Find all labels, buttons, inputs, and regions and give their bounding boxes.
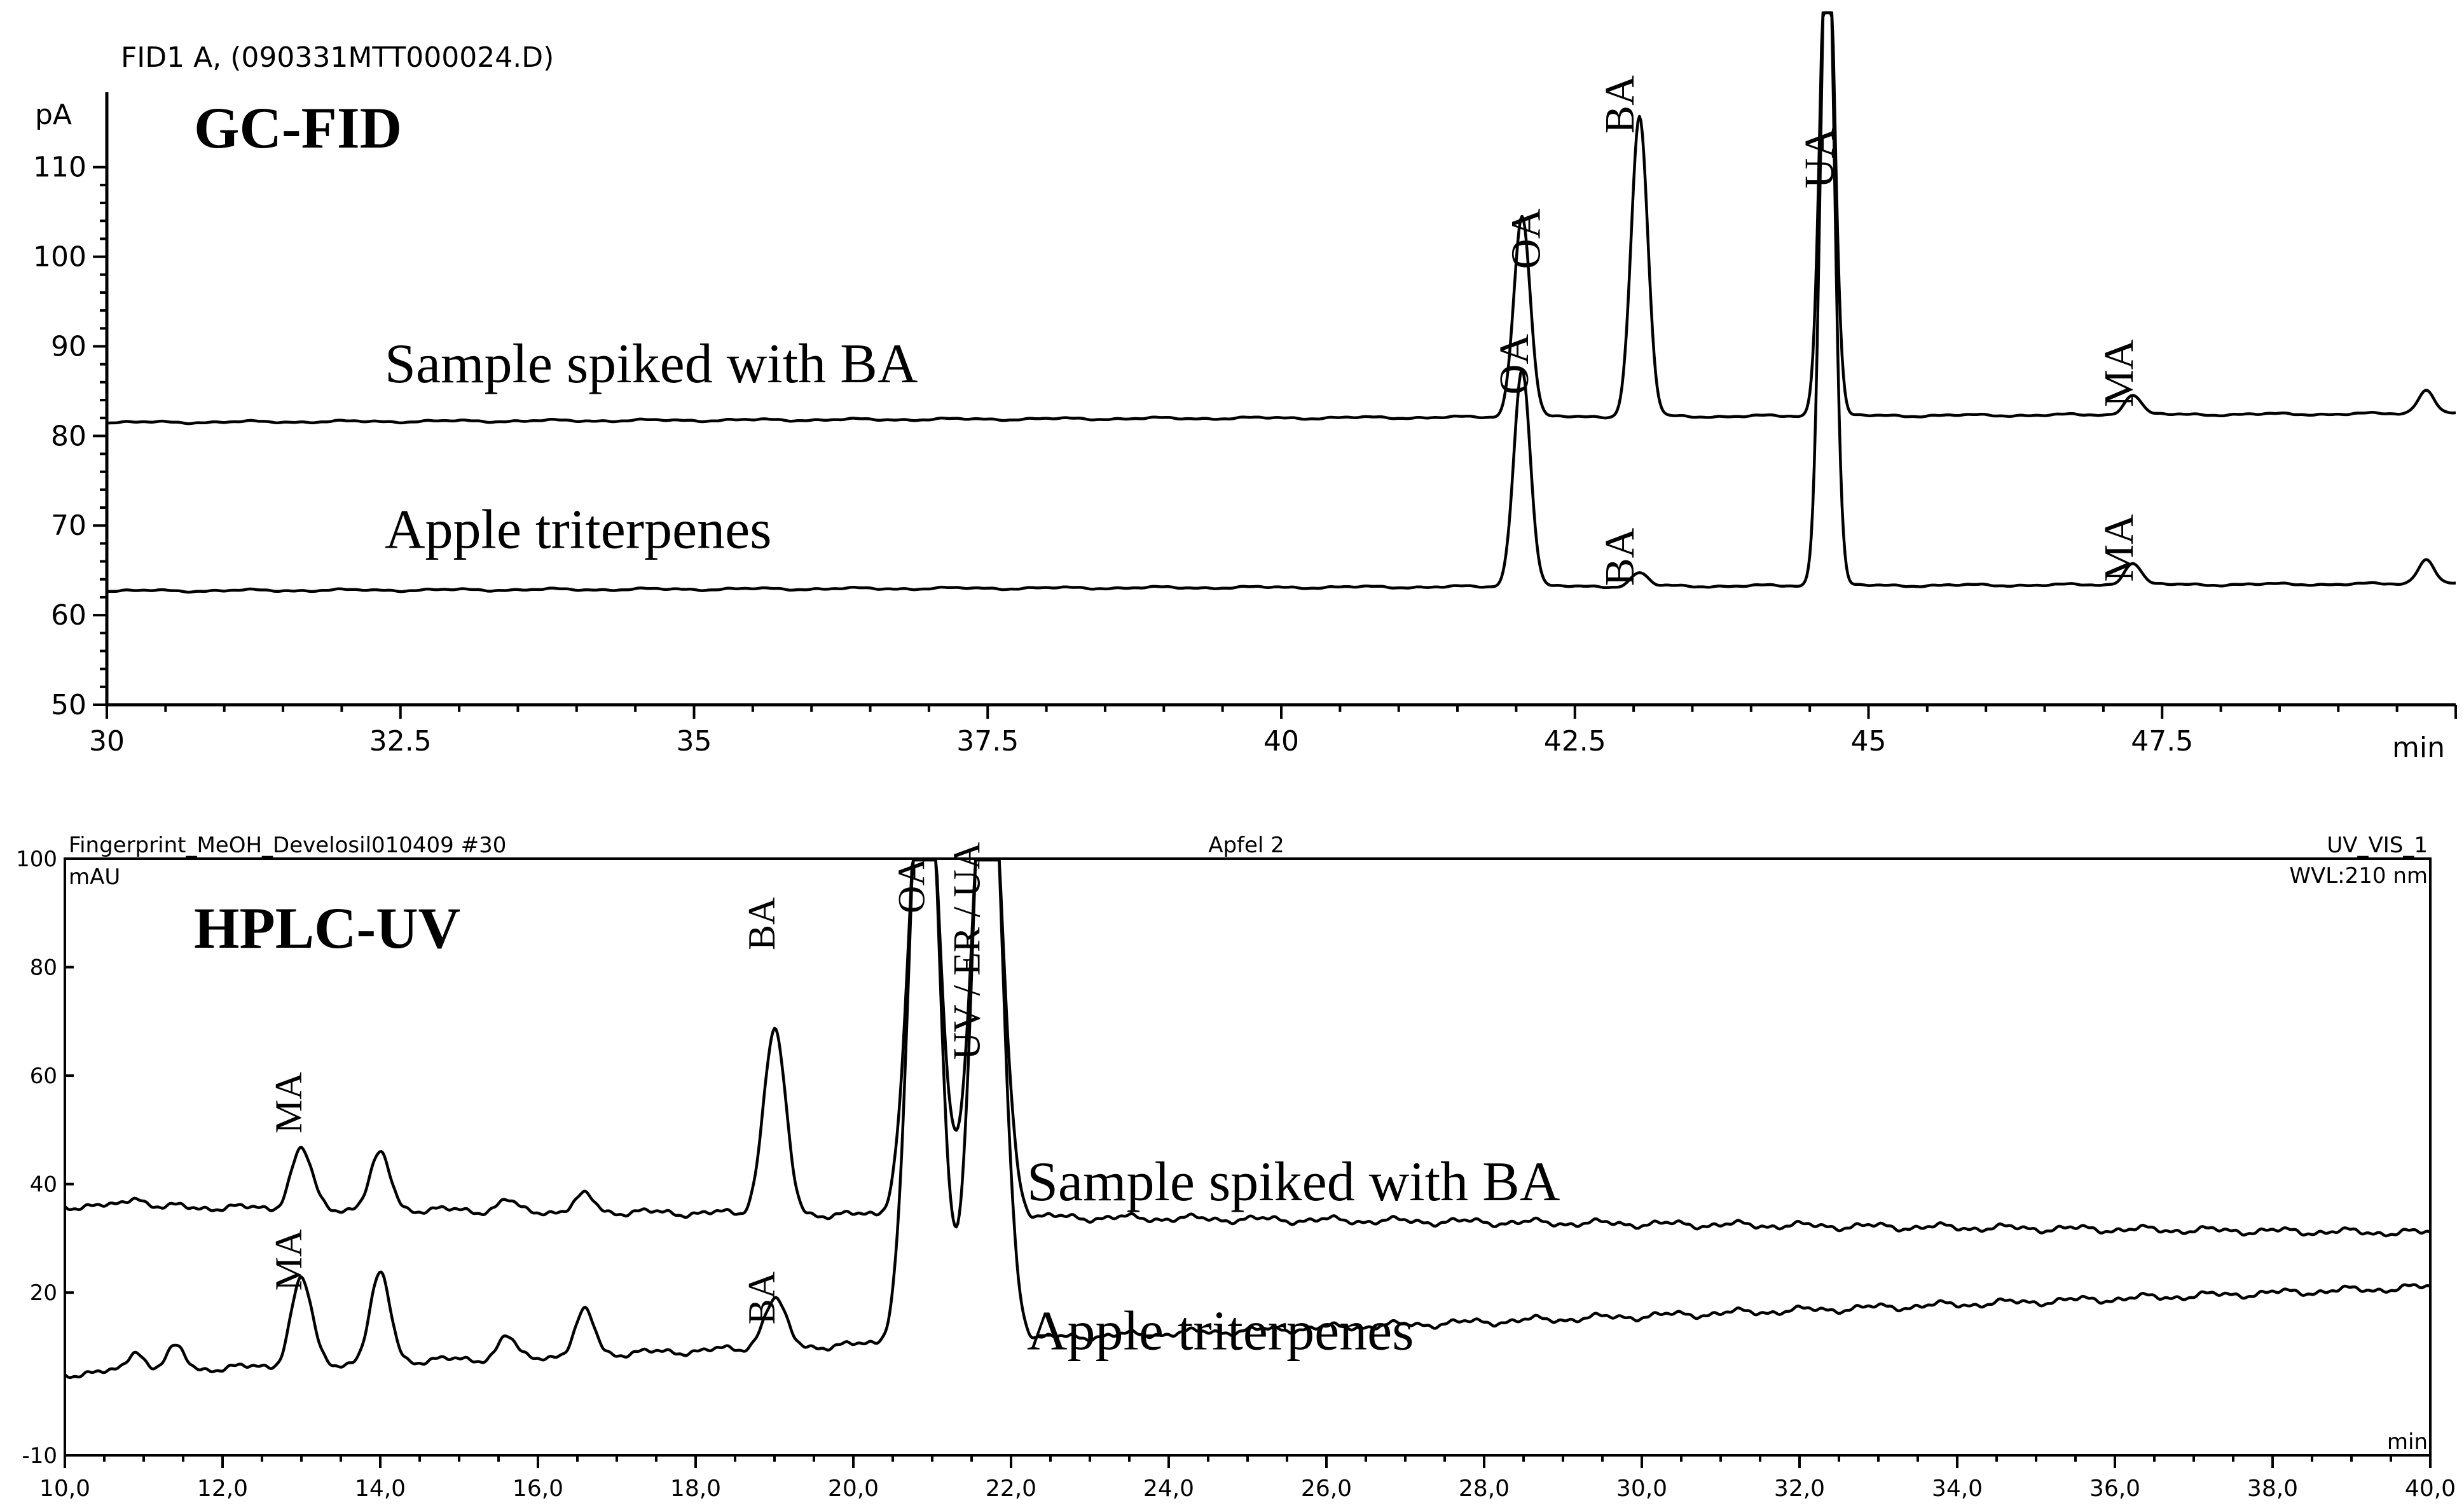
hplc-x-tick-label: 40,0 bbox=[2405, 1476, 2456, 1502]
gc-peak-label: OA bbox=[1503, 208, 1549, 269]
hplc-x-tick-label: 22,0 bbox=[986, 1476, 1036, 1502]
hplc-peak-label: MA bbox=[268, 1072, 310, 1133]
hplc-x-tick-label: 20,0 bbox=[828, 1476, 879, 1502]
gc-x-tick-label: 37.5 bbox=[956, 725, 1019, 758]
hplc-header-center: Apfel 2 bbox=[1208, 833, 1284, 858]
gc-badge: GC-FID bbox=[194, 95, 402, 160]
gc-axes: 50 60 70 80 90 100 110 30 32.5 35 37.5 40 42.5 45 47.5 bbox=[33, 92, 2457, 758]
hplc-xlabel: min bbox=[2387, 1429, 2428, 1455]
gc-peak-label: MA bbox=[2096, 339, 2142, 407]
hplc-wavelength: WVL:210 nm bbox=[2289, 863, 2428, 889]
gc-y-tick-label: 100 bbox=[33, 241, 86, 274]
hplc-peak-label: MA bbox=[268, 1229, 310, 1291]
hplc-x-tick-label: 26,0 bbox=[1301, 1476, 1352, 1502]
gc-ylabel: pA bbox=[35, 99, 72, 131]
hplc-series-line-1 bbox=[64, 858, 2431, 1238]
gc-peak-label: BA bbox=[1597, 527, 1643, 586]
gc-y-tick-label: 60 bbox=[51, 599, 86, 632]
hplc-series-name: Apple triterpenes bbox=[1027, 1301, 1414, 1362]
gc-labels: Sample spiked with BA Apple triterpenes OA… bbox=[385, 75, 2142, 586]
hplc-x-tick-label: 34,0 bbox=[1932, 1476, 1983, 1502]
hplc-ylabel: mAU bbox=[69, 864, 120, 890]
gc-x-tick-label: 35 bbox=[677, 725, 712, 758]
gc-peak-label: UA bbox=[1796, 128, 1843, 189]
hplc-x-tick-label: 10,0 bbox=[39, 1476, 90, 1502]
gc-peak-label: BA bbox=[1597, 75, 1643, 134]
gc-y-tick-label: 80 bbox=[51, 420, 86, 452]
hplc-peak-label: BA bbox=[741, 1271, 783, 1324]
gc-x-tick-label: 47.5 bbox=[2131, 725, 2193, 758]
gc-header: FID1 A, (090331MTT000024.D) bbox=[121, 41, 554, 74]
gc-traces bbox=[106, 11, 2456, 594]
gc-x-tick-label: 40 bbox=[1263, 725, 1299, 758]
hplc-x-tick-label: 24,0 bbox=[1143, 1476, 1194, 1502]
hplc-x-tick-label: 30,0 bbox=[1616, 1476, 1667, 1502]
gc-x-tick-label: 30 bbox=[89, 725, 125, 758]
hplc-series-name: Sample spiked with BA bbox=[1027, 1151, 1560, 1213]
hplc-y-tick-label: 80 bbox=[30, 955, 57, 981]
hplc-peak-label: UV / ER / UA bbox=[946, 842, 988, 1060]
hplc-axes: 100 80 60 40 20 -10 10,0 12,0 14,0 16,0 18,0 20,0 22… bbox=[16, 847, 2456, 1502]
hplc-badge: HPLC-UV bbox=[194, 896, 460, 960]
gc-fid-panel: FID1 A, (090331MTT000024.D) pA GC-FID mi… bbox=[33, 11, 2457, 764]
gc-x-tick-label: 32.5 bbox=[369, 725, 432, 758]
gc-series-name: Sample spiked with BA bbox=[385, 333, 918, 395]
hplc-x-tick-label: 36,0 bbox=[2089, 1476, 2140, 1502]
hplc-x-tick-label: 28,0 bbox=[1459, 1476, 1510, 1502]
gc-y-tick-label: 70 bbox=[51, 509, 86, 542]
gc-series-line-2 bbox=[106, 11, 2456, 594]
hplc-x-tick-label: 14,0 bbox=[355, 1476, 406, 1502]
gc-x-tick-label: 42.5 bbox=[1544, 725, 1606, 758]
hplc-series-line-2 bbox=[64, 858, 2431, 1380]
gc-series-line-1 bbox=[106, 11, 2456, 426]
hplc-uv-panel: Fingerprint_MeOH_Develosil010409 #30 Apf… bbox=[16, 833, 2456, 1502]
gc-peak-label: MA bbox=[2096, 514, 2142, 582]
hplc-traces bbox=[64, 858, 2431, 1380]
gc-x-tick-label: 45 bbox=[1851, 725, 1887, 758]
gc-xlabel: min bbox=[2392, 731, 2445, 764]
hplc-y-tick-label: 60 bbox=[30, 1063, 57, 1089]
hplc-x-tick-label: 38,0 bbox=[2247, 1476, 2298, 1502]
hplc-y-tick-label: 100 bbox=[16, 847, 57, 872]
hplc-y-tick-label: -10 bbox=[22, 1443, 57, 1469]
hplc-x-tick-label: 16,0 bbox=[513, 1476, 563, 1502]
gc-peak-label: OA bbox=[1491, 334, 1538, 395]
hplc-y-tick-label: 40 bbox=[30, 1172, 57, 1198]
gc-y-tick-label: 110 bbox=[33, 151, 86, 184]
hplc-labels: Sample spiked with BA Apple triterpenes MA… bbox=[268, 842, 1560, 1362]
hplc-header-right: UV_VIS_1 bbox=[2327, 833, 2428, 858]
gc-y-tick-label: 50 bbox=[51, 689, 86, 721]
hplc-y-tick-label: 20 bbox=[30, 1280, 57, 1306]
hplc-x-tick-label: 12,0 bbox=[197, 1476, 248, 1502]
hplc-x-tick-label: 18,0 bbox=[670, 1476, 721, 1502]
hplc-peak-label: OA bbox=[891, 858, 933, 913]
gc-series-name: Apple triterpenes bbox=[385, 499, 771, 560]
gc-y-tick-label: 90 bbox=[51, 330, 86, 363]
hplc-x-tick-label: 32,0 bbox=[1774, 1476, 1825, 1502]
hplc-header-left: Fingerprint_MeOH_Develosil010409 #30 bbox=[69, 833, 506, 858]
hplc-peak-label: BA bbox=[741, 897, 783, 950]
